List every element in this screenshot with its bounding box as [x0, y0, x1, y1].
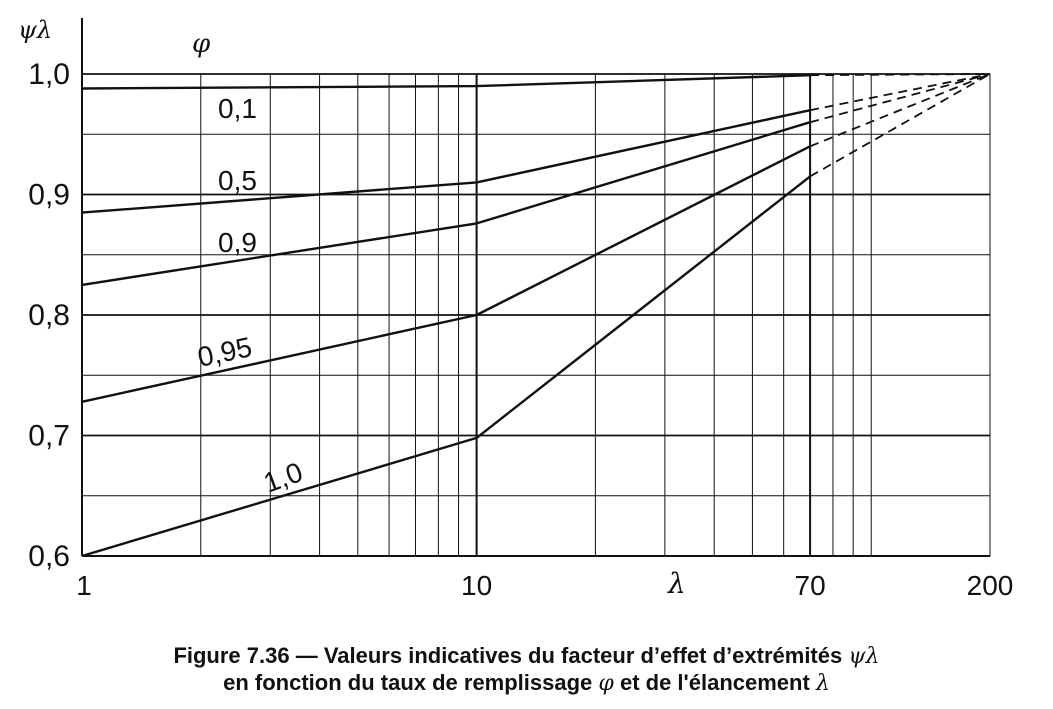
series-line-3	[81, 145, 811, 403]
series-dashed-3	[809, 73, 991, 148]
series-line-1	[81, 109, 811, 214]
series-line-2	[81, 121, 811, 287]
series-label-2: 0,9	[218, 227, 257, 258]
series-line-0	[81, 74, 811, 90]
caption-line2-symbol-a: φ	[598, 671, 614, 696]
series-label-1: 0,5	[218, 165, 257, 196]
x-tick-label-1: 10	[461, 570, 492, 601]
figure-caption-line-2: en fonction du taux de remplissage φ et …	[0, 670, 1053, 696]
series-line-4	[81, 175, 811, 558]
legend-title: φ	[192, 29, 211, 59]
caption-line1-symbol: ψλ	[848, 644, 880, 669]
chart: 1,00,90,80,70,61 10 70 200 0,10,50,90,951,0…	[18, 16, 1013, 601]
x-tick-label-2: 70	[795, 570, 826, 601]
grid	[81, 18, 991, 557]
caption-line2-text-b: et de l'élancement	[619, 670, 810, 695]
series-labels: 0,10,50,90,951,0	[195, 93, 307, 499]
y-tick-label-0: 1,0	[28, 58, 70, 91]
x-tick-label-0: 1	[76, 570, 92, 601]
y-tick-label-4: 0,6	[28, 540, 70, 573]
series-dashed-1	[809, 73, 991, 112]
tick-labels: 1,0 0,9 0,8 0,7 0,61 10 70 200	[28, 58, 1013, 601]
y-tick-label-2: 0,8	[28, 299, 70, 332]
x-tick-label-3: 200	[967, 570, 1014, 601]
y-tick-label-1: 0,9	[28, 179, 70, 212]
series-lines	[81, 73, 991, 558]
series-dashed-2	[809, 73, 991, 124]
series-label-0: 0,1	[218, 93, 257, 124]
caption-line2-text-a: en fonction du taux de remplissage	[223, 670, 593, 695]
series-dashed-4	[809, 73, 991, 178]
caption-line1-text: Figure 7.36 — Valeurs indicatives du fac…	[173, 643, 843, 668]
caption-line2-symbol-b: λ	[815, 671, 830, 696]
x-axis-label: λ	[667, 567, 686, 600]
y-axis-label: ψλ	[18, 16, 52, 44]
series-label-4: 1,0	[259, 456, 306, 498]
y-tick-label-3: 0,7	[28, 420, 70, 453]
figure-caption-line-1: Figure 7.36 — Valeurs indicatives du fac…	[0, 643, 1053, 669]
